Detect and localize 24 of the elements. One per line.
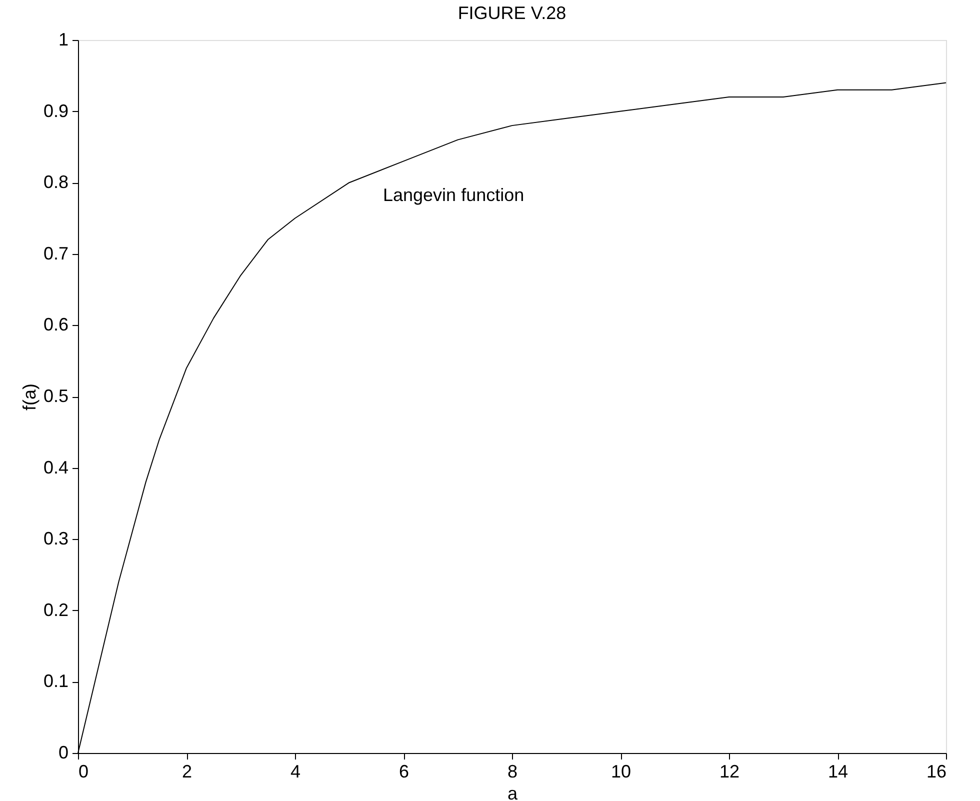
y-tick-label: 0.8 (43, 172, 68, 192)
x-tick-label: 6 (398, 762, 410, 782)
x-axis-title: a (507, 784, 518, 801)
x-tick-label: 14 (828, 762, 848, 782)
x-tick-label: 4 (290, 762, 301, 782)
x-tick-label: 10 (610, 762, 632, 782)
x-tick-label: 8 (507, 762, 518, 782)
x-tick-label: 2 (182, 762, 192, 782)
x-tick-label: 16 (926, 762, 946, 782)
y-tick-label: 0.2 (43, 600, 68, 620)
y-tick-label: 0.3 (43, 528, 68, 549)
y-axis-title: f(a) (19, 384, 40, 410)
y-tick-label: 0.6 (43, 314, 68, 335)
y-tick-label: 0.9 (43, 100, 68, 121)
y-tick-label: 0.5 (43, 386, 68, 406)
y-tick-label: 0.1 (43, 671, 68, 692)
y-tick-label: 0.7 (43, 243, 68, 264)
y-tick-label: 0 (58, 742, 68, 762)
y-tick-label: 1 (58, 30, 68, 50)
x-tick-label: 0 (78, 762, 89, 782)
y-tick-label: 0.4 (43, 457, 68, 478)
x-tick-label: 12 (719, 762, 740, 782)
chart-title: FIGURE V.28 (458, 3, 566, 23)
annotation: Langevin function (383, 185, 524, 205)
